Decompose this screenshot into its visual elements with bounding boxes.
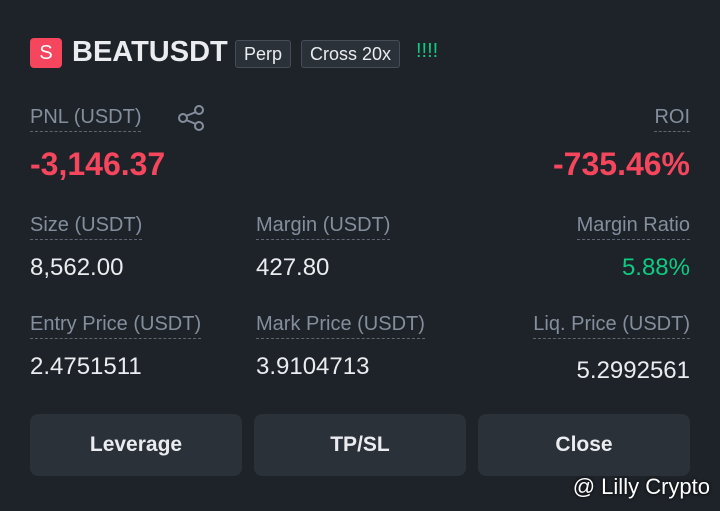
signal: !!!!	[416, 40, 439, 62]
field-value: 5.2992561	[576, 357, 690, 384]
field-value: 2.4751511	[30, 353, 142, 380]
roi-label: ROI	[654, 106, 690, 132]
tag: Cross 20x	[301, 40, 401, 68]
button[interactable]: Leverage	[30, 414, 242, 476]
field-value: 8,562.00	[30, 254, 124, 281]
field-label: Entry Price (USDT)	[30, 313, 202, 339]
button[interactable]: Close	[478, 414, 690, 476]
tag: Perp	[235, 40, 292, 68]
field-label: Mark Price (USDT)	[256, 313, 425, 339]
pnl-value: -3,146.37	[30, 146, 166, 182]
watermark: @ Lilly Crypto	[572, 474, 710, 499]
field-label: Margin (USDT)	[256, 214, 391, 240]
symbol: BEATUSDT	[72, 36, 228, 68]
field-label: Liq. Price (USDT)	[533, 313, 690, 339]
field-value: 5.88%	[621, 254, 690, 281]
badge: S	[30, 38, 62, 68]
field-label: Margin Ratio	[576, 214, 690, 240]
field-value: 427.80	[256, 254, 330, 281]
roi-value: -735.46%	[553, 146, 690, 182]
pnl-label: PNL (USDT)	[30, 106, 142, 132]
field-label: Size (USDT)	[30, 214, 143, 240]
share-icon[interactable]	[176, 104, 206, 132]
button[interactable]: TP/SL	[254, 414, 466, 476]
field-value: 3.9104713	[256, 353, 370, 380]
